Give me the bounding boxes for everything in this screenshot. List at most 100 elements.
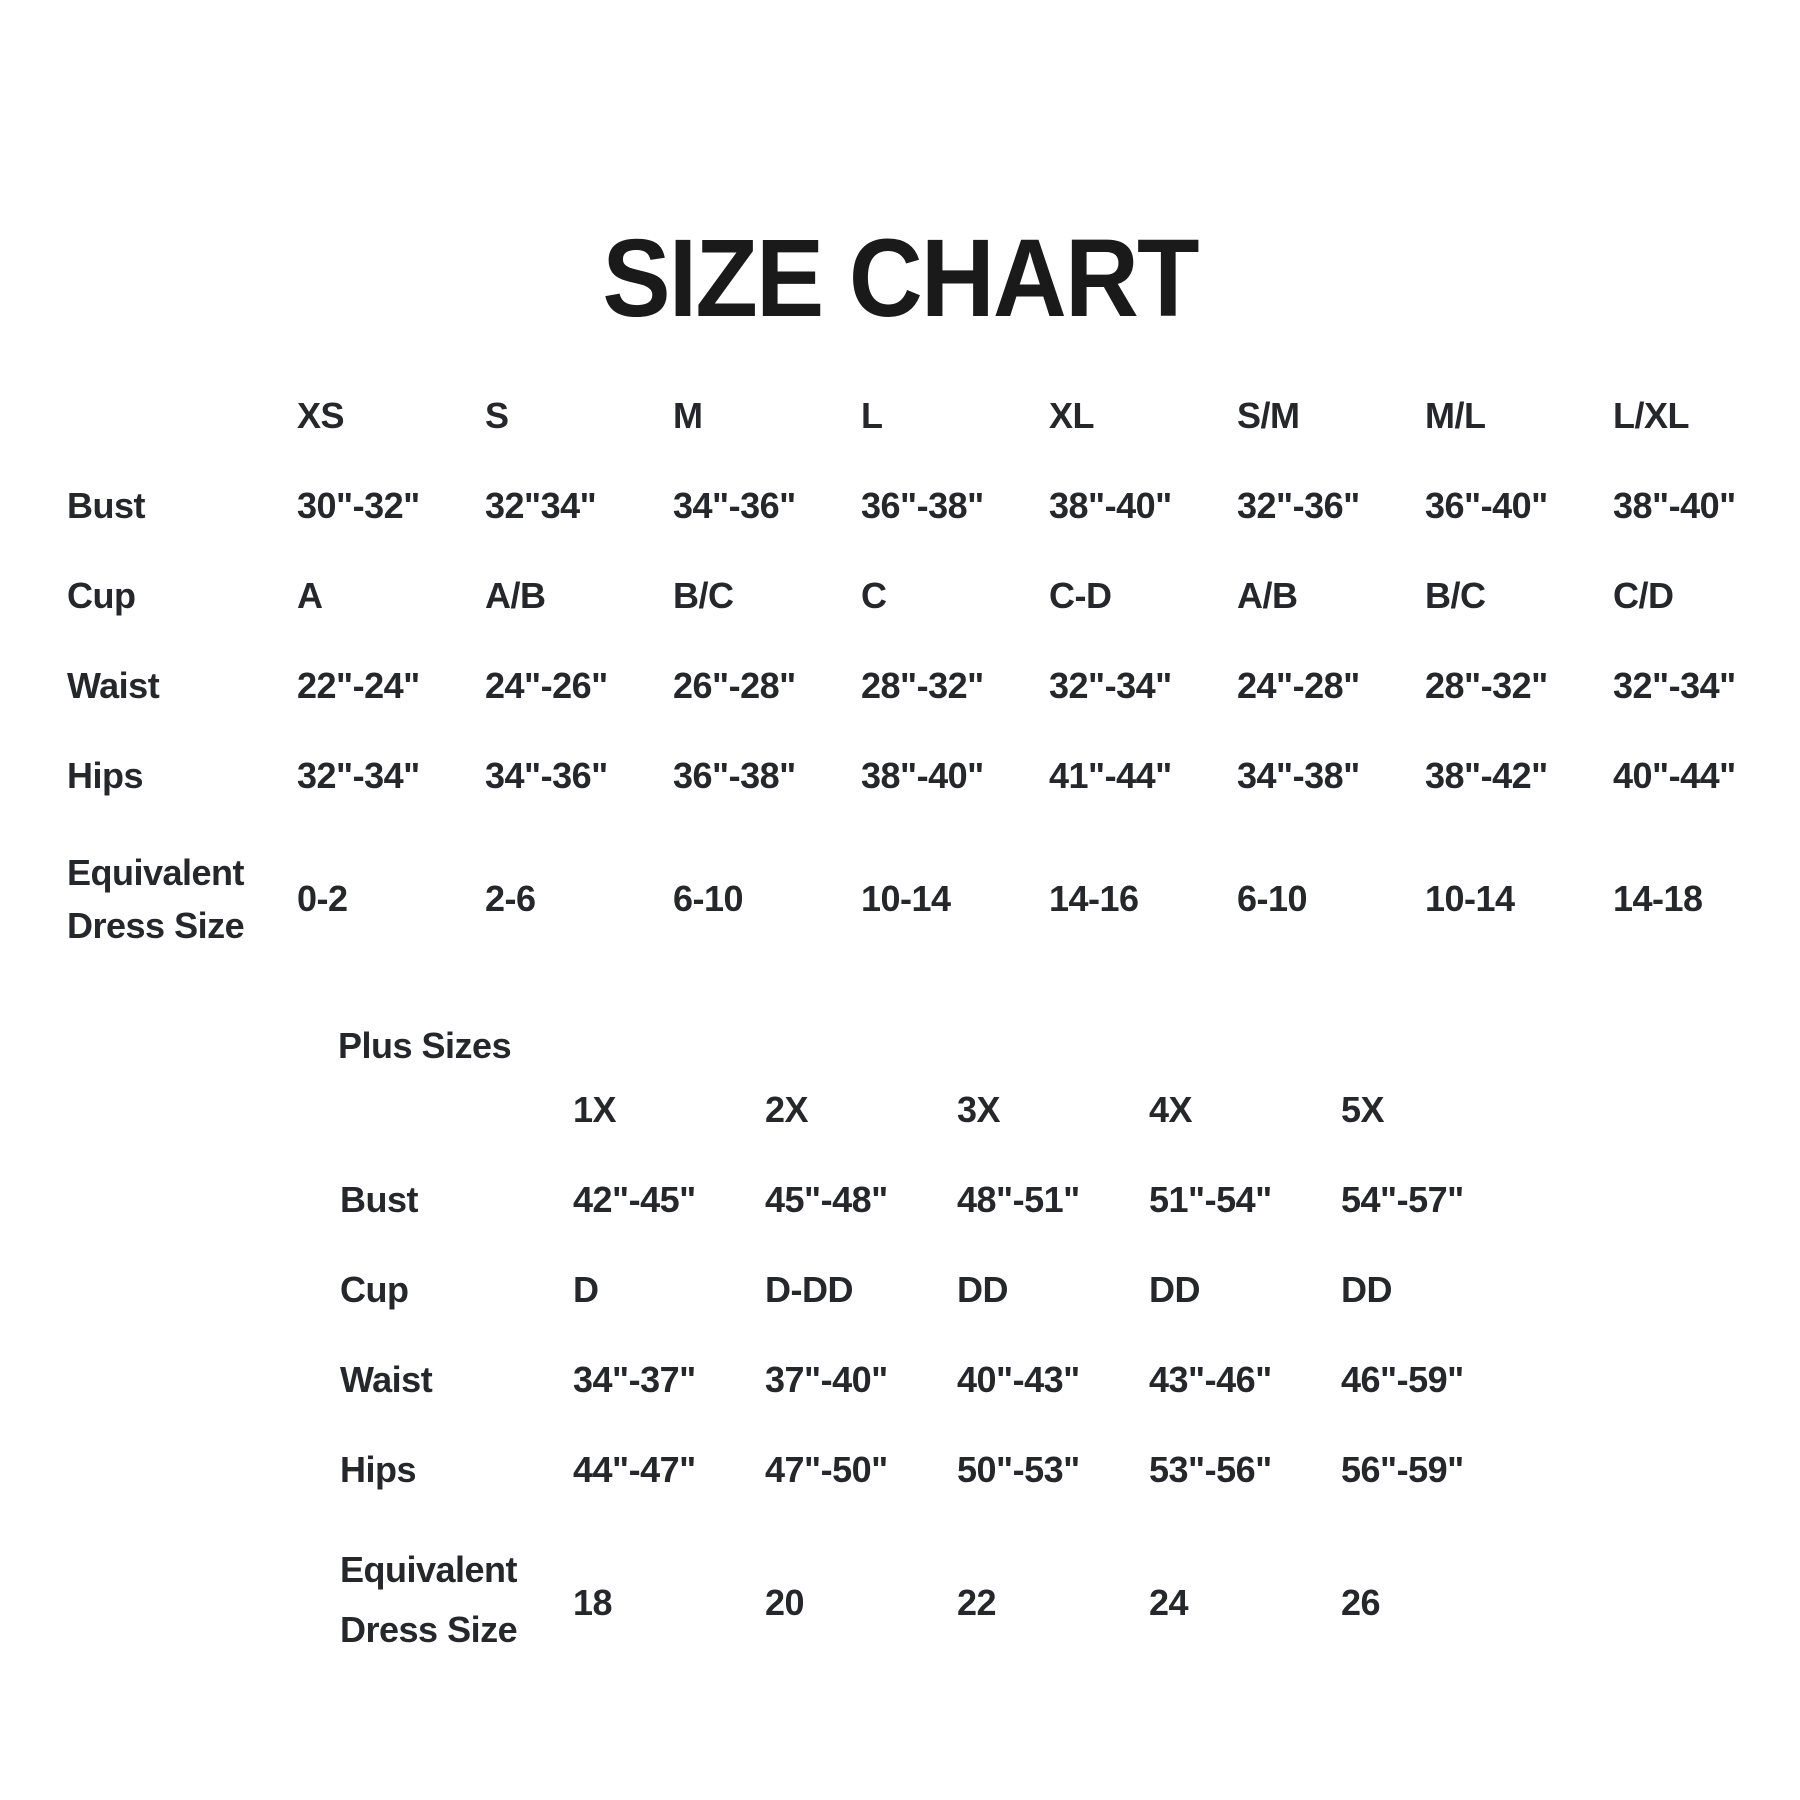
- size-value: 38"-42": [1425, 755, 1548, 796]
- size-value: 28"-32": [861, 665, 984, 706]
- size-value: C/D: [1613, 575, 1674, 616]
- size-value: 34"-36": [485, 755, 608, 796]
- size-header-row: 1X 2X 3X 4X 5X: [340, 1090, 1533, 1180]
- column-header: M: [673, 395, 703, 436]
- size-value: 0-2: [297, 878, 348, 919]
- column-header: S: [485, 395, 509, 436]
- size-value: 22: [957, 1582, 997, 1623]
- size-value: 40"-43": [957, 1359, 1080, 1400]
- size-value: 44"-47": [573, 1449, 696, 1490]
- size-value: 48"-51": [957, 1179, 1080, 1220]
- size-value: 36"-38": [673, 755, 796, 796]
- size-value: 24"-26": [485, 665, 608, 706]
- size-value: 32"34": [485, 485, 597, 526]
- table-row: Hips 44"-47" 47"-50" 50"-53" 53"-56" 56"-59": [340, 1450, 1533, 1540]
- column-header: 4X: [1149, 1089, 1193, 1130]
- size-value: DD: [1149, 1269, 1201, 1310]
- size-value: 20: [765, 1582, 805, 1623]
- table-row: Cup D D-DD DD DD DD: [340, 1270, 1533, 1360]
- size-value: 53"-56": [1149, 1449, 1272, 1490]
- table-row: Waist 22"-24" 24"-26" 26"-28" 28"-32" 32"-34"…: [67, 666, 1800, 756]
- size-value: 24: [1149, 1582, 1189, 1623]
- table-row: Bust 42"-45" 45"-48" 48"-51" 51"-54" 54"-57": [340, 1180, 1533, 1270]
- column-header: 5X: [1341, 1089, 1385, 1130]
- size-value: 40"-44": [1613, 755, 1736, 796]
- row-label-line: Dress Size: [340, 1609, 518, 1650]
- size-value: 28"-32": [1425, 665, 1548, 706]
- plus-size-table: 1X 2X 3X 4X 5X Bust 42"-45" 45"-48" 48"-51" 51"-5…: [340, 1090, 1533, 1660]
- row-label: Equivalent Dress Size: [67, 846, 297, 952]
- column-header: M/L: [1425, 395, 1486, 436]
- column-header: L: [861, 395, 883, 436]
- row-label: Bust: [67, 485, 146, 526]
- size-value: C: [861, 575, 887, 616]
- size-value: 56"-59": [1341, 1449, 1464, 1490]
- size-value: 32"-34": [297, 755, 420, 796]
- size-value: 10-14: [861, 878, 951, 919]
- size-value: 6-10: [1237, 878, 1308, 919]
- size-value: 32"-36": [1237, 485, 1360, 526]
- row-label: Cup: [340, 1269, 409, 1310]
- size-value: 46"-59": [1341, 1359, 1464, 1400]
- table-row: Hips 32"-34" 34"-36" 36"-38" 38"-40" 41"-44" 3…: [67, 756, 1800, 846]
- column-header: S/M: [1237, 395, 1300, 436]
- size-value: 18: [573, 1582, 613, 1623]
- row-label: Waist: [67, 665, 160, 706]
- size-value: 24"-28": [1237, 665, 1360, 706]
- table-row: Bust 30"-32" 32"34" 34"-36" 36"-38" 38"-40" 32…: [67, 486, 1800, 576]
- row-label: Hips: [340, 1449, 417, 1490]
- size-value: 2-6: [485, 878, 536, 919]
- size-value: D-DD: [765, 1269, 853, 1310]
- row-label-line: Equivalent: [67, 852, 245, 893]
- size-value: 26"-28": [673, 665, 796, 706]
- size-value: 51"-54": [1149, 1179, 1272, 1220]
- size-value: 30"-32": [297, 485, 420, 526]
- table-row: Equivalent Dress Size 0-2 2-6 6-10 10-14 14-16…: [67, 846, 1800, 952]
- column-header: 2X: [765, 1089, 809, 1130]
- size-value: DD: [1341, 1269, 1393, 1310]
- table-row: Equivalent Dress Size 18 20 22 24 26: [340, 1540, 1533, 1660]
- row-label: Bust: [340, 1179, 419, 1220]
- plus-sizes-section-label: Plus Sizes: [338, 1025, 512, 1066]
- size-value: 54"-57": [1341, 1179, 1464, 1220]
- row-label-line: Dress Size: [67, 905, 245, 946]
- size-value: DD: [957, 1269, 1009, 1310]
- size-value: 47"-50": [765, 1449, 888, 1490]
- size-value: 50"-53": [957, 1449, 1080, 1490]
- size-value: A/B: [485, 575, 546, 616]
- size-value: 10-14: [1425, 878, 1515, 919]
- size-value: 34"-36": [673, 485, 796, 526]
- column-header: L/XL: [1613, 395, 1690, 436]
- size-value: 37"-40": [765, 1359, 888, 1400]
- size-value: 42"-45": [573, 1179, 696, 1220]
- size-value: 45"-48": [765, 1179, 888, 1220]
- column-header: 3X: [957, 1089, 1001, 1130]
- column-header: XS: [297, 395, 345, 436]
- table-row: Cup A A/B B/C C C-D A/B B/C C/D: [67, 576, 1800, 666]
- size-value: 38"-40": [861, 755, 984, 796]
- row-label: Waist: [340, 1359, 433, 1400]
- size-value: 38"-40": [1613, 485, 1736, 526]
- size-value: 14-18: [1613, 878, 1703, 919]
- row-label: Equivalent Dress Size: [340, 1540, 573, 1660]
- size-value: 34"-38": [1237, 755, 1360, 796]
- size-value: 32"-34": [1613, 665, 1736, 706]
- size-value: C-D: [1049, 575, 1112, 616]
- table-row: Waist 34"-37" 37"-40" 40"-43" 43"-46" 46"-59": [340, 1360, 1533, 1450]
- size-value: 6-10: [673, 878, 744, 919]
- column-header: 1X: [573, 1089, 617, 1130]
- standard-size-table: XS S M L XL S/M M/L L/XL Bust 30"-32" 32"34" 34"-36…: [67, 396, 1800, 952]
- size-value: B/C: [1425, 575, 1486, 616]
- size-value: A: [297, 575, 323, 616]
- size-value: 22"-24": [297, 665, 420, 706]
- size-value: 26: [1341, 1582, 1381, 1623]
- size-value: 38"-40": [1049, 485, 1172, 526]
- size-value: 32"-34": [1049, 665, 1172, 706]
- size-value: D: [573, 1269, 599, 1310]
- size-value: 14-16: [1049, 878, 1139, 919]
- column-header: XL: [1049, 395, 1095, 436]
- size-value: 41"-44": [1049, 755, 1172, 796]
- row-label-line: Equivalent: [340, 1549, 518, 1590]
- size-value: B/C: [673, 575, 734, 616]
- page-title: SIZE CHART: [602, 216, 1199, 340]
